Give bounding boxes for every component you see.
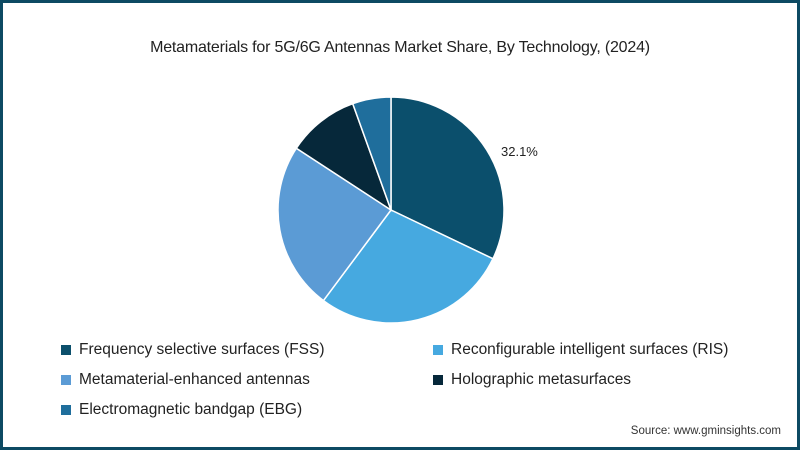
pie-slice [295,102,393,212]
legend-label: Reconfigurable intelligent surfaces (RIS… [451,340,729,358]
pie-slice [390,96,505,260]
pie-chart: 32.1% [3,3,797,333]
pie-slice [351,96,392,211]
legend-item-fss: Frequency selective surfaces (FSS) [61,336,433,363]
legend-label: Holographic metasurfaces [451,370,632,388]
legend-label: Electromagnetic bandgap (EBG) [79,400,303,418]
legend-item-holographic: Holographic metasurfaces [433,366,783,393]
legend-swatch [433,344,443,355]
legend-swatch [61,344,71,355]
legend-swatch [61,374,71,385]
legend-label: Metamaterial-enhanced antennas [79,370,310,388]
legend-label: Frequency selective surfaces (FSS) [79,340,325,358]
pie-slice [277,147,393,302]
legend: Frequency selective surfaces (FSS) Recon… [61,336,781,423]
slice-data-label: 32.1% [501,144,538,159]
legend-item-ebg: Electromagnetic bandgap (EBG) [61,396,433,423]
legend-swatch [61,404,71,415]
pie-svg: 32.1% [277,96,538,324]
legend-item-ris: Reconfigurable intelligent surfaces (RIS… [433,336,783,363]
legend-item-metamaterial-enhanced: Metamaterial-enhanced antennas [61,366,433,393]
chart-title: Metamaterials for 5G/6G Antennas Market … [150,39,650,56]
legend-swatch [433,374,443,385]
source-note: Source: www.gminsights.com [630,425,781,437]
pie-slice [322,209,494,324]
